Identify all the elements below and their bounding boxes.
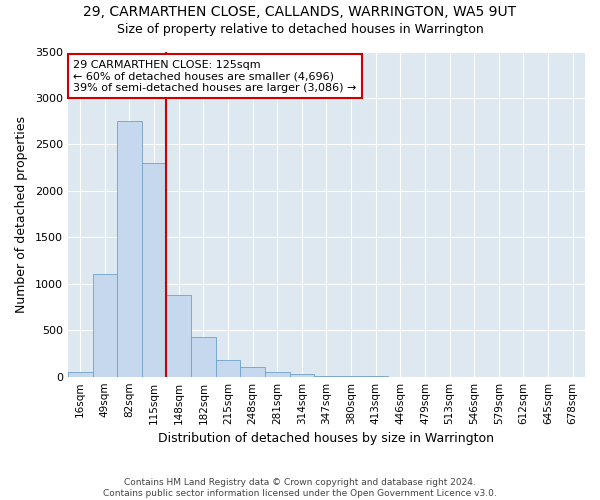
Bar (240, 368, 265, 376)
X-axis label: Distribution of detached houses by size in Warrington: Distribution of detached houses by size … (158, 432, 494, 445)
Bar (290, 374, 314, 376)
Text: Contains HM Land Registry data © Crown copyright and database right 2024.
Contai: Contains HM Land Registry data © Crown c… (103, 478, 497, 498)
Bar (117, 121, 142, 376)
Bar (68, 372, 92, 376)
Text: Size of property relative to detached houses in Warrington: Size of property relative to detached ho… (116, 22, 484, 36)
Bar (191, 336, 215, 376)
Bar (166, 295, 191, 376)
Text: 29 CARMARTHEN CLOSE: 125sqm
← 60% of detached houses are smaller (4,696)
39% of : 29 CARMARTHEN CLOSE: 125sqm ← 60% of det… (73, 60, 356, 93)
Bar (92, 274, 117, 376)
Bar (142, 163, 166, 376)
Bar (265, 372, 290, 376)
Text: 29, CARMARTHEN CLOSE, CALLANDS, WARRINGTON, WA5 9UT: 29, CARMARTHEN CLOSE, CALLANDS, WARRINGT… (83, 5, 517, 19)
Bar (215, 360, 240, 376)
Y-axis label: Number of detached properties: Number of detached properties (15, 116, 28, 312)
